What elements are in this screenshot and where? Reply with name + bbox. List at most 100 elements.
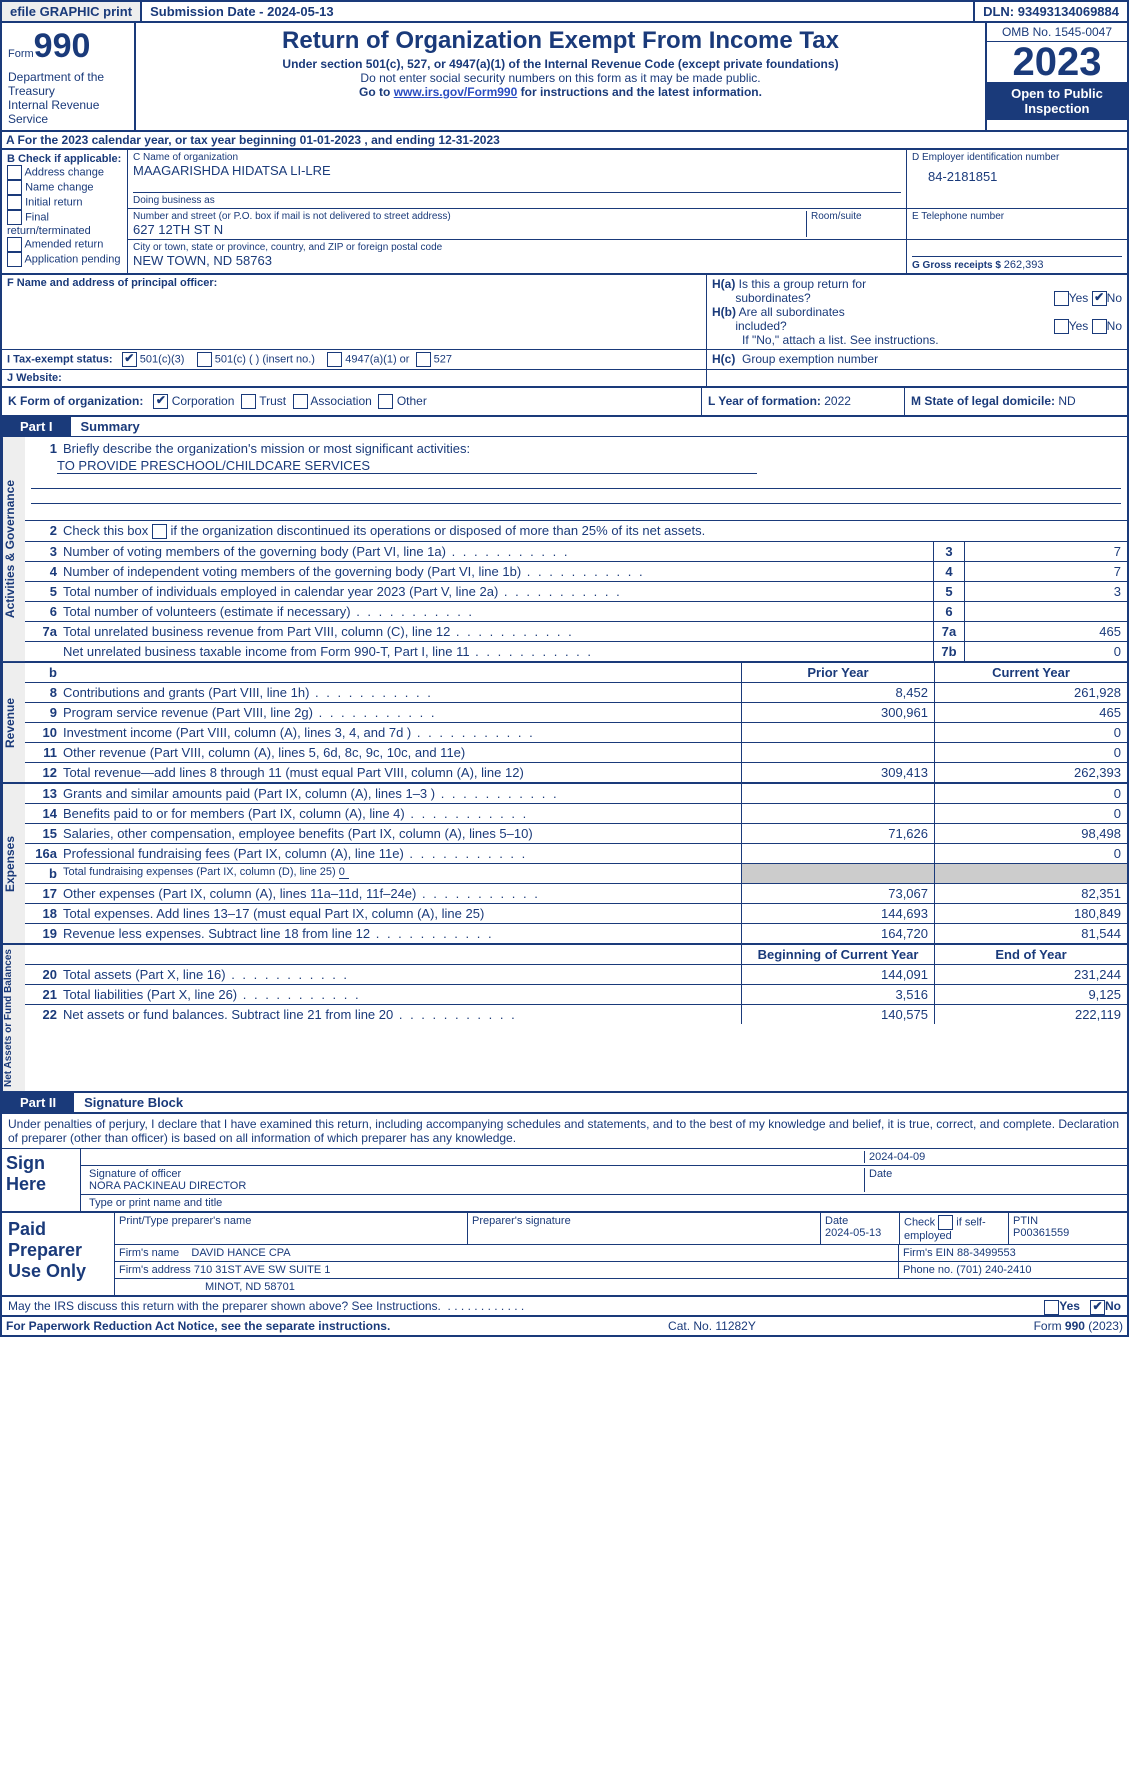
val-8-py: 8,452 <box>741 683 934 702</box>
val-8-cy: 261,928 <box>934 683 1127 702</box>
chk-app-pending[interactable] <box>7 252 22 267</box>
val-11-cy: 0 <box>934 743 1127 762</box>
form-number: Form990 <box>8 27 128 66</box>
chk-hb-yes[interactable] <box>1054 319 1069 334</box>
part-ii-tab: Part II <box>2 1093 74 1112</box>
val-20-py: 144,091 <box>741 965 934 984</box>
chk-501c3[interactable] <box>122 352 137 367</box>
city-state-zip: NEW TOWN, ND 58763 <box>133 253 901 268</box>
val-19-cy: 81,544 <box>934 924 1127 943</box>
firm-ein: 88-3499553 <box>957 1247 1016 1259</box>
val-12-py: 309,413 <box>741 763 934 782</box>
chk-amended[interactable] <box>7 237 22 252</box>
section-expenses: Expenses <box>2 784 25 943</box>
chk-assoc[interactable] <box>293 394 308 409</box>
val-22-cy: 222,119 <box>934 1005 1127 1024</box>
label-city: City or town, state or province, country… <box>133 242 901 253</box>
chk-ha-no[interactable] <box>1092 291 1107 306</box>
ein: 84-2181851 <box>912 163 1122 184</box>
val-5: 3 <box>964 582 1127 601</box>
val-21-cy: 9,125 <box>934 985 1127 1004</box>
section-governance: Activities & Governance <box>2 437 25 661</box>
val-16b-cy <box>934 864 1127 883</box>
part-i-title: Summary <box>71 419 140 434</box>
footer-right: Form 990 (2023) <box>1034 1319 1123 1333</box>
val-17-cy: 82,351 <box>934 884 1127 903</box>
form-title: Return of Organization Exempt From Incom… <box>146 27 975 55</box>
row-k-form-org: K Form of organization: Corporation Trus… <box>2 388 702 415</box>
firm-city: MINOT, ND 58701 <box>115 1279 1127 1295</box>
dln: DLN: 93493134069884 <box>975 2 1127 21</box>
chk-ha-yes[interactable] <box>1054 291 1069 306</box>
firm-phone: (701) 240-2410 <box>956 1264 1031 1276</box>
val-19-py: 164,720 <box>741 924 934 943</box>
val-9-cy: 465 <box>934 703 1127 722</box>
label-c-name: C Name of organization <box>133 152 901 163</box>
val-15-cy: 98,498 <box>934 824 1127 843</box>
officer-name: NORA PACKINEAU DIRECTOR <box>89 1180 246 1192</box>
sign-here-label: Sign Here <box>2 1149 81 1211</box>
label-g-gross: G Gross receipts $ <box>912 260 1004 271</box>
prep-date: 2024-05-13 <box>825 1227 881 1239</box>
org-name: MAAGARISHDA HIDATSA LI-LRE <box>133 163 901 178</box>
row-a-tax-year: A For the 2023 calendar year, or tax yea… <box>0 132 1129 150</box>
label-dba: Doing business as <box>133 192 901 206</box>
top-bar: efile GRAPHIC print Submission Date - 20… <box>0 0 1129 23</box>
chk-name-change[interactable] <box>7 180 22 195</box>
chk-self-employed[interactable] <box>938 1215 953 1230</box>
row-i-tax-status: I Tax-exempt status: 501(c)(3) 501(c) ( … <box>2 350 707 369</box>
firm-name: DAVID HANCE CPA <box>191 1247 290 1259</box>
irs-link[interactable]: www.irs.gov/Form990 <box>394 85 518 99</box>
irs-label: Internal Revenue Service <box>8 98 128 126</box>
row-m-state: M State of legal domicile: ND <box>905 388 1127 415</box>
chk-line2[interactable] <box>152 524 167 539</box>
val-16a-cy: 0 <box>934 844 1127 863</box>
val-18-py: 144,693 <box>741 904 934 923</box>
part-ii-title: Signature Block <box>74 1095 183 1110</box>
val-11-py <box>741 743 934 762</box>
dept-treasury: Department of the Treasury <box>8 70 128 98</box>
chk-501c[interactable] <box>197 352 212 367</box>
box-f-officer: F Name and address of principal officer: <box>2 275 707 349</box>
val-16b-py <box>741 864 934 883</box>
ptin: P00361559 <box>1013 1227 1069 1239</box>
val-20-cy: 231,244 <box>934 965 1127 984</box>
hdr-begin-year: Beginning of Current Year <box>741 945 934 964</box>
val-13-py <box>741 784 934 803</box>
chk-other[interactable] <box>378 394 393 409</box>
chk-hb-no[interactable] <box>1092 319 1107 334</box>
firm-address: 710 31ST AVE SW SUITE 1 <box>194 1264 331 1276</box>
box-h: H(a) Is this a group return for subordin… <box>707 275 1127 349</box>
chk-discuss-no[interactable] <box>1090 1300 1105 1315</box>
val-22-py: 140,575 <box>741 1005 934 1024</box>
chk-4947[interactable] <box>327 352 342 367</box>
may-discuss: May the IRS discuss this return with the… <box>0 1297 1129 1317</box>
chk-initial-return[interactable] <box>7 195 22 210</box>
sign-date: 2024-04-09 <box>865 1151 1123 1163</box>
label-address: Number and street (or P.O. box if mail i… <box>133 211 806 222</box>
val-21-py: 3,516 <box>741 985 934 1004</box>
chk-discuss-yes[interactable] <box>1044 1300 1059 1315</box>
footer-center: Cat. No. 11282Y <box>668 1319 756 1333</box>
perjury-declaration: Under penalties of perjury, I declare th… <box>2 1114 1127 1149</box>
val-14-cy: 0 <box>934 804 1127 823</box>
col-b-checkboxes: B Check if applicable: Address change Na… <box>2 150 128 273</box>
chk-trust[interactable] <box>241 394 256 409</box>
val-12-cy: 262,393 <box>934 763 1127 782</box>
label-d-ein: D Employer identification number <box>912 152 1122 163</box>
val-7a: 465 <box>964 622 1127 641</box>
val-6 <box>964 602 1127 621</box>
open-inspection: Open to Public Inspection <box>987 82 1127 120</box>
chk-address-change[interactable] <box>7 165 22 180</box>
val-9-py: 300,961 <box>741 703 934 722</box>
efile-print-button[interactable]: efile GRAPHIC print <box>2 2 142 21</box>
row-hc: H(c) Group exemption number <box>707 350 1127 369</box>
val-4: 7 <box>964 562 1127 581</box>
chk-527[interactable] <box>416 352 431 367</box>
form-header: Form990 Department of the Treasury Inter… <box>0 23 1129 132</box>
chk-corp[interactable] <box>153 394 168 409</box>
row-l-year: L Year of formation: 2022 <box>702 388 905 415</box>
section-revenue: Revenue <box>2 663 25 782</box>
val-17-py: 73,067 <box>741 884 934 903</box>
chk-final-return[interactable] <box>7 210 22 225</box>
